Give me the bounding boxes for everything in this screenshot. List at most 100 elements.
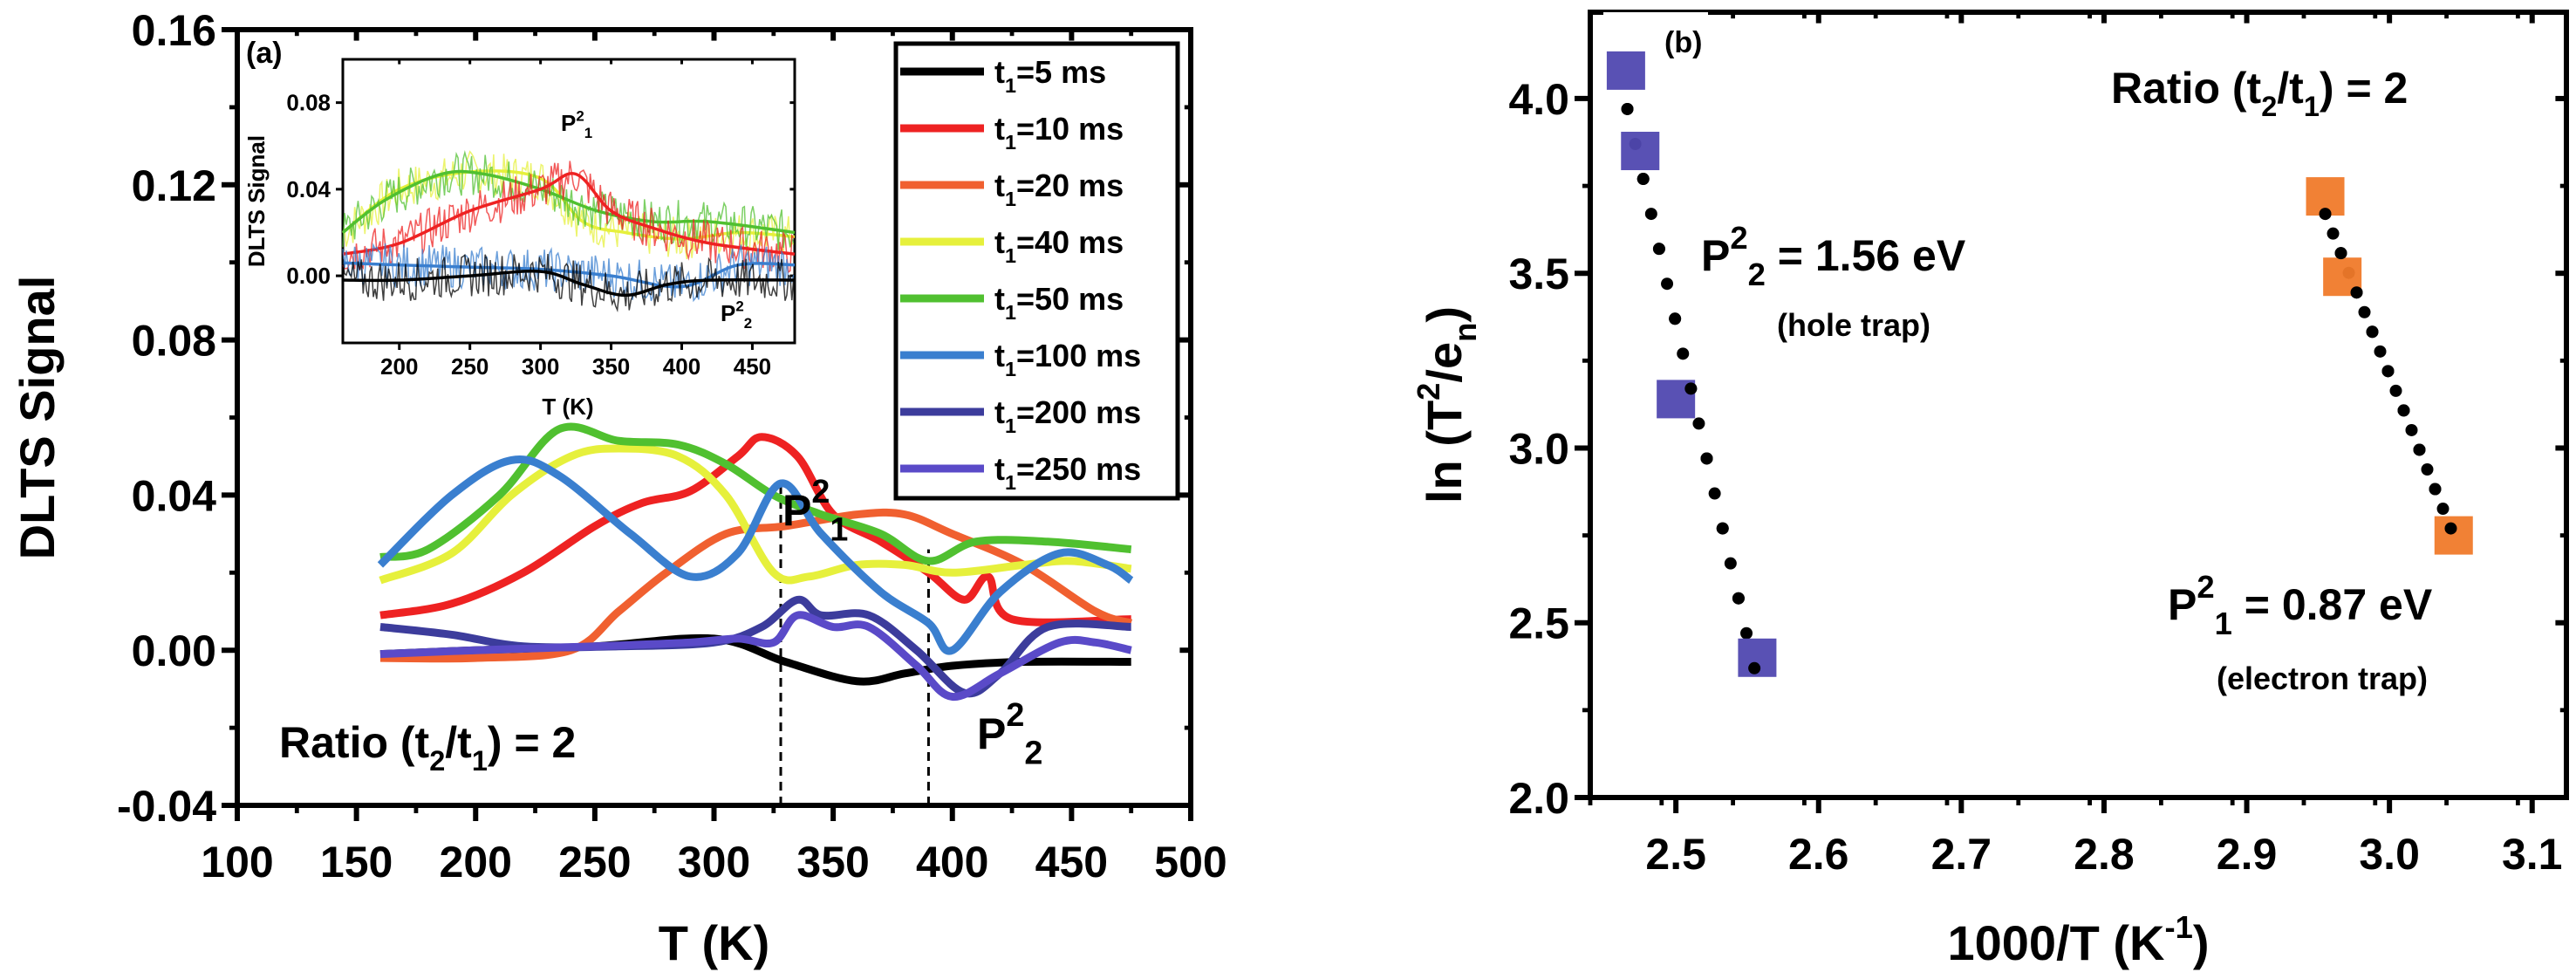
panel-b-x-tick-label: 2.6 bbox=[1788, 830, 1849, 879]
inset-x-tick-label: 450 bbox=[734, 353, 771, 380]
panel-b-y-axis-label: ln (T2/en) bbox=[1411, 306, 1483, 503]
peak-p2-label-part: 2 bbox=[1024, 734, 1042, 770]
peak-p1-label-part: 2 bbox=[811, 473, 830, 510]
legend-entry: t1=40 ms bbox=[994, 224, 1124, 267]
inset-x-tick-label: 400 bbox=[663, 353, 700, 380]
ratio-annotation-part: /t bbox=[445, 718, 472, 767]
fit-line-dot bbox=[1700, 452, 1713, 465]
legend-entry-part: 1 bbox=[1005, 414, 1016, 437]
legend-entry-part: =250 ms bbox=[1016, 451, 1141, 487]
panel-a-y-axis-label: DLTS Signal bbox=[10, 276, 65, 560]
legend-entry-part: 1 bbox=[1005, 301, 1016, 324]
panel-b-y-axis-label-part: /e bbox=[1417, 342, 1472, 383]
panel-b-y-tick-label: 3.5 bbox=[1508, 250, 1569, 298]
panel-a-x-tick-label: 500 bbox=[1154, 838, 1227, 887]
panel-b-label: (b) bbox=[1664, 26, 1702, 59]
panel-b-y-tick-label: 3.0 bbox=[1508, 424, 1569, 473]
inset-x-tick-label: 350 bbox=[592, 353, 630, 380]
legend-entry-part: 1 bbox=[1005, 358, 1016, 380]
inset-y-axis-label: DLTS Signal bbox=[243, 135, 270, 267]
panel-a-x-tick-label: 250 bbox=[558, 838, 631, 887]
legend-entry-part: t bbox=[994, 168, 1005, 203]
panel-b-x-axis-label: 1000/T (K-1) bbox=[1947, 909, 2209, 970]
series-line-40ms bbox=[379, 444, 1132, 585]
panel-a-y-tick-label: 0.08 bbox=[132, 317, 216, 366]
legend-entry-part: 1 bbox=[1005, 131, 1016, 154]
legend-entry-part: =10 ms bbox=[1016, 111, 1124, 147]
inset-p1-label-part: P bbox=[561, 110, 576, 136]
fit-line-dot bbox=[1669, 312, 1682, 325]
panel-b-x-tick-label: 2.5 bbox=[1645, 830, 1706, 879]
electron-trap-label: (electron trap) bbox=[2217, 661, 2428, 696]
peak-p1-label-part: 1 bbox=[830, 510, 848, 547]
inset-p2-label-part: 2 bbox=[735, 298, 743, 314]
panel-b-label-bg bbox=[1603, 12, 1708, 38]
electron-trap-energy-part: = 0.87 eV bbox=[2232, 580, 2433, 629]
inset-raw-signal bbox=[342, 149, 795, 250]
inset-y-tick-label: 0.00 bbox=[286, 263, 331, 289]
inset-x-axis-label: T (K) bbox=[542, 394, 593, 420]
legend-entry-part: 1 bbox=[1005, 471, 1016, 494]
panel-b-y-tick-label: 2.0 bbox=[1508, 774, 1569, 823]
inset-series-line bbox=[342, 172, 796, 257]
legend-entry: t1=200 ms bbox=[994, 394, 1141, 437]
fit-line-dot bbox=[1732, 592, 1745, 605]
inset-x-tick-label: 250 bbox=[451, 353, 489, 380]
panel-b-y-tick-label: 4.0 bbox=[1508, 75, 1569, 124]
legend-entry-part: t bbox=[994, 111, 1005, 147]
panel-a-y-tick-label: 0.00 bbox=[132, 626, 216, 675]
panel-b-x-tick-label: 2.8 bbox=[2074, 830, 2135, 879]
panel-b-ratio-annotation-part: Ratio (t bbox=[2111, 64, 2262, 113]
panel-b-x-tick-label: 2.9 bbox=[2217, 830, 2278, 879]
inset-x-tick-label: 200 bbox=[380, 353, 418, 380]
panel-a-x-tick-label: 150 bbox=[320, 838, 393, 887]
fit-line-dot bbox=[2444, 522, 2457, 535]
data-point-square bbox=[2434, 516, 2473, 555]
inset-frame bbox=[341, 58, 796, 345]
inset-raw-signal bbox=[342, 161, 795, 274]
fit-line-dot bbox=[2374, 345, 2387, 358]
legend-entry: t1=10 ms bbox=[994, 111, 1124, 154]
peak-p2-label: P22 bbox=[977, 696, 1042, 771]
legend-entry-part: =50 ms bbox=[1016, 281, 1124, 317]
inset-x-tick-label: 300 bbox=[522, 353, 559, 380]
panel-a-x-tick-label: 450 bbox=[1035, 838, 1108, 887]
legend-entry-part: =200 ms bbox=[1016, 394, 1141, 430]
hole-trap-energy-part: P bbox=[1701, 231, 1730, 280]
fit-line-dot bbox=[2334, 247, 2347, 260]
fit-line-dot bbox=[1661, 277, 1674, 291]
panel-b-ratio-annotation-part: 2 bbox=[2261, 91, 2277, 122]
hole-trap-energy-part: 2 bbox=[1748, 257, 1766, 292]
fit-line-dot bbox=[1708, 487, 1721, 500]
legend-entry-part: =40 ms bbox=[1016, 224, 1124, 260]
legend-entry-part: t bbox=[994, 54, 1005, 90]
legend-entry-part: 1 bbox=[1005, 74, 1016, 97]
panel-b-y-axis-label-part: n bbox=[1447, 323, 1483, 342]
fit-line-dot bbox=[1652, 243, 1665, 256]
legend-entry: t1=20 ms bbox=[994, 168, 1124, 210]
legend-entry: t1=250 ms bbox=[994, 451, 1141, 494]
panel-b-ratio-annotation-part: 1 bbox=[2304, 91, 2320, 122]
inset-p2-label: P22 bbox=[721, 298, 752, 332]
fit-line-dot bbox=[2327, 227, 2340, 240]
legend-entry-part: =5 ms bbox=[1016, 54, 1106, 90]
fit-line-dot bbox=[1716, 522, 1729, 535]
ratio-annotation-part: 1 bbox=[472, 745, 488, 777]
fit-line-dot bbox=[2358, 305, 2371, 318]
panel-b-x-axis-label-part: -1 bbox=[2164, 909, 2192, 945]
legend-entry-part: t bbox=[994, 451, 1005, 487]
fit-line-dot bbox=[2405, 423, 2418, 436]
fit-line-dot bbox=[1724, 557, 1737, 570]
inset-chart: 200 250 300 350 400 450 0.00 0.04 0.08 DLTS Signa… bbox=[243, 58, 796, 380]
panel-a-y-tick-label: -0.04 bbox=[117, 782, 216, 831]
fit-line-dot bbox=[2381, 365, 2395, 378]
inset-p2-label-part: P bbox=[721, 300, 735, 326]
panel-b-y-axis-label-part: 2 bbox=[1411, 383, 1446, 400]
fit-line-dot bbox=[2421, 462, 2434, 476]
peak-p1-label-part: P bbox=[782, 486, 811, 535]
fit-line-dot bbox=[1740, 626, 1753, 640]
legend-entry: t1=50 ms bbox=[994, 281, 1124, 324]
panel-a-x-tick-label: 300 bbox=[678, 838, 750, 887]
peak-p1-label: P21 bbox=[782, 473, 848, 548]
